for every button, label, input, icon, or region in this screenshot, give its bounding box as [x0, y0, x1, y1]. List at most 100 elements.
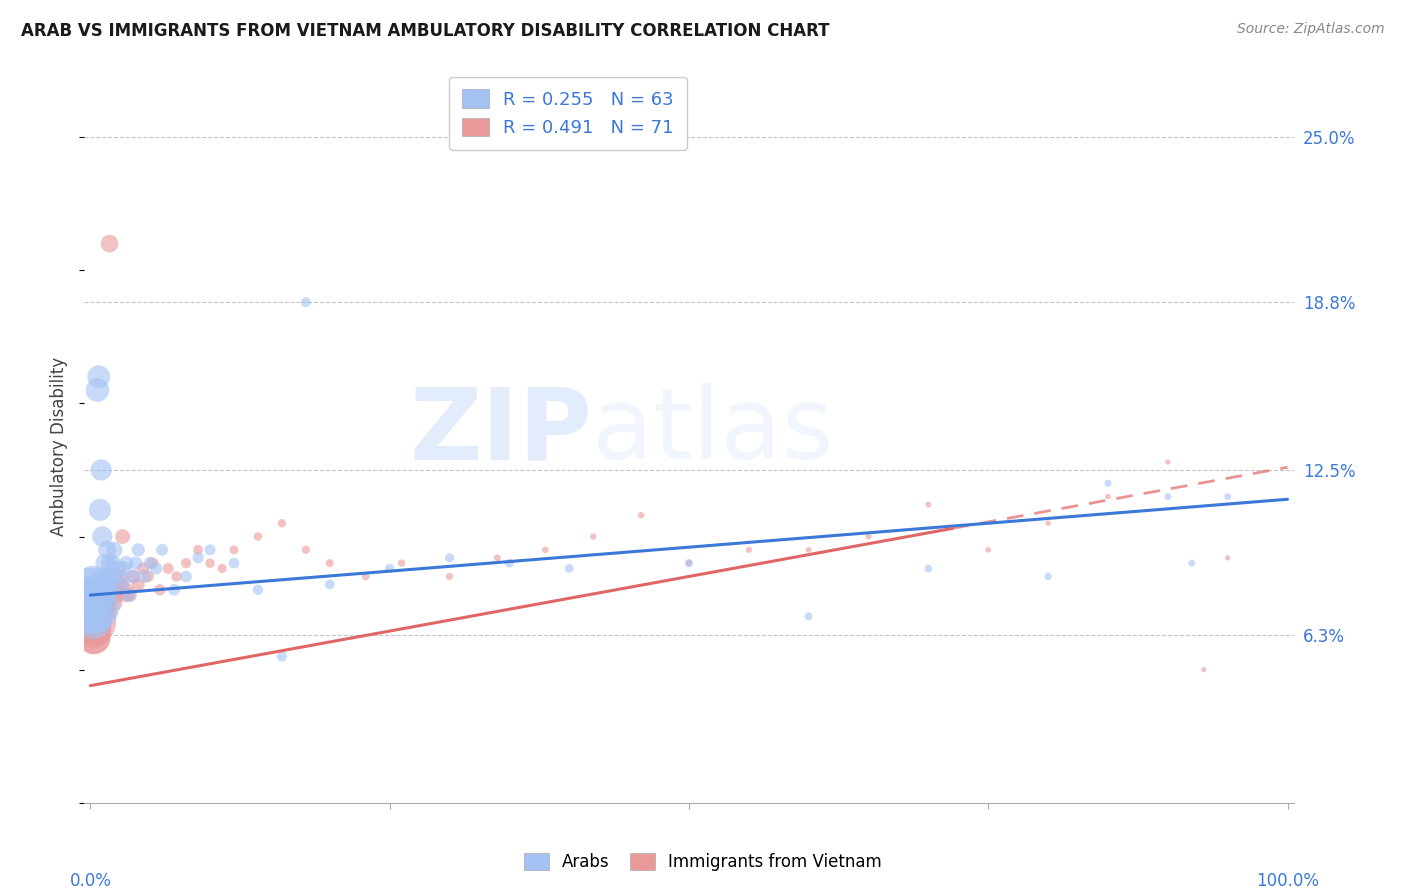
Point	[378, 561, 401, 575]
Point	[917, 498, 939, 512]
Point	[93, 556, 115, 570]
Point	[1036, 569, 1059, 583]
Point	[391, 556, 413, 570]
Point	[96, 542, 118, 557]
Text: atlas: atlas	[592, 384, 834, 480]
Point	[127, 542, 149, 557]
Point	[82, 607, 104, 621]
Point	[100, 582, 122, 597]
Point	[86, 609, 108, 624]
Point	[295, 295, 318, 310]
Point	[91, 604, 114, 618]
Point	[82, 577, 104, 591]
Point	[83, 631, 105, 645]
Point	[97, 569, 120, 583]
Point	[1216, 490, 1239, 504]
Point	[797, 542, 820, 557]
Text: 0.0%: 0.0%	[69, 872, 111, 890]
Point	[678, 556, 700, 570]
Point	[105, 588, 128, 602]
Point	[134, 569, 156, 583]
Point	[174, 569, 197, 583]
Point	[1216, 550, 1239, 565]
Point	[87, 369, 110, 384]
Point	[101, 556, 124, 570]
Legend: Arabs, Immigrants from Vietnam: Arabs, Immigrants from Vietnam	[516, 845, 890, 880]
Point	[110, 577, 132, 591]
Point	[115, 588, 138, 602]
Point	[115, 556, 138, 570]
Point	[84, 623, 107, 637]
Point	[145, 561, 167, 575]
Point	[917, 561, 939, 575]
Point	[93, 569, 115, 583]
Text: 100.0%: 100.0%	[1256, 872, 1319, 890]
Point	[486, 550, 509, 565]
Text: Source: ZipAtlas.com: Source: ZipAtlas.com	[1237, 22, 1385, 37]
Point	[858, 529, 880, 543]
Point	[198, 542, 221, 557]
Point	[93, 577, 115, 591]
Point	[87, 596, 110, 610]
Point	[222, 542, 245, 557]
Point	[86, 588, 108, 602]
Point	[127, 577, 149, 591]
Point	[80, 599, 103, 613]
Point	[101, 569, 124, 583]
Point	[122, 569, 145, 583]
Point	[678, 556, 700, 570]
Point	[89, 596, 111, 610]
Point	[103, 542, 125, 557]
Point	[150, 542, 173, 557]
Point	[136, 569, 159, 583]
Point	[82, 604, 104, 618]
Point	[319, 556, 342, 570]
Point	[187, 550, 209, 565]
Text: ARAB VS IMMIGRANTS FROM VIETNAM AMBULATORY DISABILITY CORRELATION CHART: ARAB VS IMMIGRANTS FROM VIETNAM AMBULATO…	[21, 22, 830, 40]
Point	[110, 569, 132, 583]
Point	[198, 556, 221, 570]
Point	[270, 649, 292, 664]
Point	[93, 588, 115, 602]
Point	[94, 596, 117, 610]
Point	[118, 588, 141, 602]
Point	[103, 596, 125, 610]
Point	[187, 542, 209, 557]
Point	[738, 542, 761, 557]
Point	[121, 569, 143, 583]
Point	[97, 588, 120, 602]
Point	[630, 508, 652, 523]
Point	[80, 599, 103, 613]
Point	[115, 582, 138, 597]
Point	[80, 615, 103, 629]
Point	[439, 569, 461, 583]
Point	[558, 561, 581, 575]
Point	[246, 582, 269, 597]
Point	[1097, 476, 1119, 491]
Point	[84, 604, 107, 618]
Point	[86, 604, 108, 618]
Point	[534, 542, 557, 557]
Point	[83, 615, 105, 629]
Point	[211, 561, 233, 575]
Point	[80, 585, 103, 599]
Y-axis label: Ambulatory Disability: Ambulatory Disability	[51, 357, 69, 535]
Point	[90, 615, 112, 629]
Point	[91, 582, 114, 597]
Point	[1036, 516, 1059, 531]
Point	[163, 582, 186, 597]
Point	[149, 582, 172, 597]
Point	[105, 582, 128, 597]
Point	[105, 569, 128, 583]
Point	[101, 582, 124, 597]
Point	[222, 556, 245, 570]
Point	[319, 577, 342, 591]
Point	[86, 596, 108, 610]
Point	[84, 591, 107, 605]
Point	[1192, 663, 1215, 677]
Point	[125, 556, 148, 570]
Point	[354, 569, 377, 583]
Point	[112, 561, 135, 575]
Point	[86, 588, 108, 602]
Point	[108, 561, 131, 575]
